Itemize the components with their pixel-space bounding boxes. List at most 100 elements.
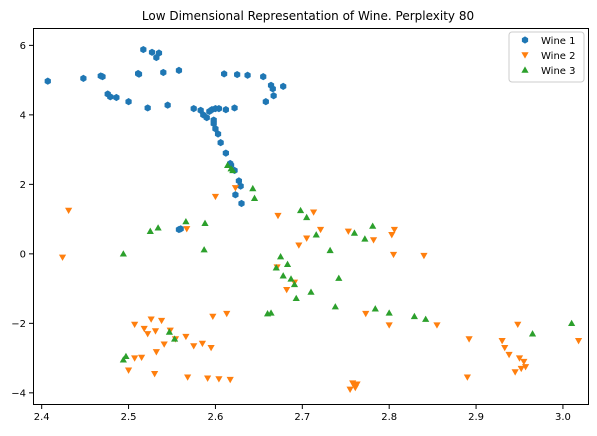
data-point-wine-2 — [138, 355, 145, 361]
data-point-wine-3 — [303, 214, 310, 220]
data-point-wine-2 — [131, 355, 138, 361]
data-point-wine-1 — [263, 98, 269, 105]
y-tick-label: 0 — [20, 249, 26, 260]
data-point-wine-1 — [191, 105, 197, 112]
data-point-wine-1 — [223, 149, 229, 156]
data-point-wine-3 — [327, 247, 334, 253]
data-point-wine-1 — [271, 92, 277, 99]
data-point-wine-2 — [283, 287, 290, 293]
legend-label-wine-1: Wine 1 — [541, 36, 575, 47]
data-point-wine-3 — [251, 195, 258, 201]
chart-title: Low Dimensional Representation of Wine. … — [142, 9, 474, 23]
data-point-wine-3 — [335, 275, 342, 281]
data-point-wine-2 — [207, 345, 214, 351]
data-point-wine-2 — [125, 368, 132, 374]
data-point-wine-2 — [466, 336, 473, 342]
data-point-wine-1 — [113, 94, 119, 101]
data-point-wine-2 — [65, 208, 72, 214]
data-point-wine-3 — [307, 288, 314, 294]
data-point-wine-2 — [152, 328, 159, 334]
data-point-wine-1 — [176, 67, 182, 74]
data-point-wine-3 — [120, 250, 127, 256]
data-point-wine-2 — [182, 334, 189, 340]
data-point-wine-3 — [249, 185, 256, 191]
data-point-wine-1 — [45, 78, 51, 85]
data-point-wine-2 — [183, 226, 190, 232]
data-point-wine-2 — [433, 322, 440, 328]
legend-label-wine-3: Wine 3 — [541, 66, 575, 77]
data-point-wine-2 — [190, 343, 197, 349]
data-point-wine-1 — [149, 49, 155, 56]
data-point-wine-3 — [529, 330, 536, 336]
data-point-wine-1 — [125, 98, 131, 105]
data-point-wine-2 — [153, 349, 160, 355]
data-point-wine-1 — [223, 106, 229, 113]
data-point-wine-3 — [284, 261, 291, 267]
data-point-wine-1 — [232, 191, 238, 198]
x-tick-label: 3.0 — [555, 412, 571, 423]
data-point-wine-1 — [160, 69, 166, 76]
data-point-wine-2 — [346, 387, 353, 393]
data-point-wine-1 — [234, 71, 240, 78]
data-point-wine-2 — [303, 236, 310, 242]
series-3 — [120, 162, 575, 363]
data-point-wine-3 — [422, 316, 429, 322]
data-point-wine-2 — [199, 341, 206, 347]
data-point-wine-2 — [362, 311, 369, 317]
data-point-wine-3 — [280, 272, 287, 278]
data-point-wine-1 — [221, 70, 227, 77]
data-point-wine-1 — [145, 104, 151, 111]
data-point-wine-2 — [505, 352, 512, 358]
data-point-wine-3 — [361, 235, 368, 241]
data-point-wine-2 — [161, 341, 168, 347]
y-tick-label: −4 — [11, 388, 26, 399]
data-point-wine-3 — [201, 220, 208, 226]
y-tick-label: −2 — [11, 319, 26, 330]
data-point-wine-2 — [370, 237, 377, 243]
y-tick-label: 6 — [20, 41, 26, 52]
data-point-wine-2 — [144, 331, 151, 337]
data-point-wine-2 — [420, 253, 427, 259]
data-point-wine-2 — [232, 185, 239, 191]
data-point-wine-3 — [291, 281, 298, 287]
x-tick-label: 2.4 — [34, 412, 50, 423]
data-point-wine-1 — [140, 46, 146, 53]
data-point-wine-3 — [411, 313, 418, 319]
data-point-wine-3 — [372, 305, 379, 311]
data-point-wine-2 — [209, 314, 216, 320]
data-point-wine-2 — [514, 322, 521, 328]
data-point-wine-3 — [155, 224, 162, 230]
data-point-wine-2 — [464, 375, 471, 381]
x-tick-label: 2.6 — [207, 412, 223, 423]
y-axis: −4 −2 0 2 4 6 — [11, 41, 33, 399]
data-point-wine-1 — [238, 200, 244, 207]
data-point-wine-1 — [231, 104, 237, 111]
data-point-wine-2 — [317, 227, 324, 233]
data-point-wine-2 — [575, 338, 582, 344]
data-point-wine-2 — [501, 345, 508, 351]
data-point-wine-1 — [80, 75, 86, 82]
data-point-wine-2 — [310, 209, 317, 215]
series-1 — [45, 46, 287, 233]
data-point-wine-2 — [386, 322, 393, 328]
data-point-wine-1 — [280, 83, 286, 90]
data-point-wine-2 — [227, 377, 234, 383]
data-point-wine-3 — [122, 353, 129, 359]
data-point-wine-2 — [151, 371, 158, 377]
y-tick-label: 4 — [20, 110, 26, 121]
data-point-wine-2 — [59, 255, 66, 261]
x-tick-label: 2.9 — [468, 412, 484, 423]
data-point-wine-3 — [386, 309, 393, 315]
data-point-wine-1 — [165, 102, 171, 109]
data-point-wine-2 — [390, 252, 397, 258]
data-point-wine-2 — [204, 376, 211, 382]
x-tick-label: 2.7 — [294, 412, 310, 423]
data-point-wine-3 — [277, 253, 284, 259]
data-point-wine-1 — [244, 72, 250, 79]
data-point-wine-3 — [369, 222, 376, 228]
data-point-wine-2 — [499, 338, 506, 344]
x-tick-label: 2.8 — [381, 412, 397, 423]
plot-points — [45, 46, 583, 393]
data-point-wine-2 — [212, 194, 219, 200]
